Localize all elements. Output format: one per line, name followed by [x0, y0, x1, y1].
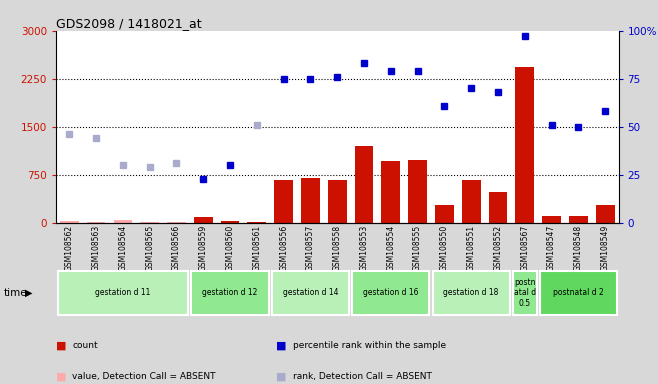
Bar [435, 205, 454, 223]
Text: GSM108547: GSM108547 [547, 225, 556, 271]
Bar [462, 180, 480, 223]
FancyBboxPatch shape [272, 271, 349, 315]
FancyBboxPatch shape [57, 271, 188, 315]
Text: GSM108561: GSM108561 [253, 225, 261, 271]
Bar [167, 222, 186, 223]
Text: ■: ■ [276, 371, 287, 381]
Text: GSM108556: GSM108556 [279, 225, 288, 271]
FancyBboxPatch shape [191, 271, 268, 315]
Bar [355, 146, 373, 223]
FancyBboxPatch shape [540, 271, 617, 315]
FancyBboxPatch shape [513, 271, 536, 315]
Text: GSM108548: GSM108548 [574, 225, 583, 271]
Bar [301, 178, 320, 223]
Bar [114, 220, 132, 223]
Bar [595, 205, 615, 223]
Text: postn
atal d
0.5: postn atal d 0.5 [514, 278, 536, 308]
Bar [87, 222, 105, 223]
Bar [408, 160, 427, 223]
Text: GSM108554: GSM108554 [386, 225, 395, 271]
Bar [274, 180, 293, 223]
Bar [60, 221, 79, 223]
Text: percentile rank within the sample: percentile rank within the sample [293, 341, 446, 350]
Text: gestation d 14: gestation d 14 [283, 288, 338, 297]
Bar [140, 222, 159, 223]
Bar [489, 192, 507, 223]
Text: GSM108558: GSM108558 [333, 225, 342, 271]
Text: GSM108557: GSM108557 [306, 225, 315, 271]
Text: time: time [3, 288, 27, 298]
Text: GSM108553: GSM108553 [359, 225, 368, 271]
Text: gestation d 16: gestation d 16 [363, 288, 418, 297]
Text: gestation d 12: gestation d 12 [203, 288, 258, 297]
Text: GSM108560: GSM108560 [226, 225, 234, 271]
Text: value, Detection Call = ABSENT: value, Detection Call = ABSENT [72, 372, 216, 381]
Text: ▶: ▶ [25, 288, 32, 298]
Text: rank, Detection Call = ABSENT: rank, Detection Call = ABSENT [293, 372, 432, 381]
Text: GSM108555: GSM108555 [413, 225, 422, 271]
Text: GDS2098 / 1418021_at: GDS2098 / 1418021_at [56, 17, 201, 30]
Text: GSM108551: GSM108551 [467, 225, 476, 271]
Text: gestation d 18: gestation d 18 [443, 288, 499, 297]
Text: GSM108566: GSM108566 [172, 225, 181, 271]
Bar [194, 217, 213, 223]
Text: ■: ■ [56, 371, 66, 381]
Text: count: count [72, 341, 98, 350]
Text: ■: ■ [56, 341, 66, 351]
Text: postnatal d 2: postnatal d 2 [553, 288, 603, 297]
Text: GSM108564: GSM108564 [118, 225, 128, 271]
Bar [382, 161, 400, 223]
Text: gestation d 11: gestation d 11 [95, 288, 151, 297]
FancyBboxPatch shape [352, 271, 430, 315]
Bar [247, 222, 266, 223]
Text: GSM108565: GSM108565 [145, 225, 154, 271]
Text: GSM108563: GSM108563 [91, 225, 101, 271]
Text: GSM108552: GSM108552 [494, 225, 503, 271]
Text: GSM108550: GSM108550 [440, 225, 449, 271]
Bar [328, 180, 347, 223]
Text: GSM108562: GSM108562 [65, 225, 74, 271]
FancyBboxPatch shape [432, 271, 510, 315]
Text: GSM108549: GSM108549 [601, 225, 609, 271]
Text: GSM108559: GSM108559 [199, 225, 208, 271]
Text: GSM108567: GSM108567 [520, 225, 529, 271]
Bar [515, 66, 534, 223]
Bar [220, 221, 240, 223]
Text: ■: ■ [276, 341, 287, 351]
Bar [542, 216, 561, 223]
Bar [569, 216, 588, 223]
